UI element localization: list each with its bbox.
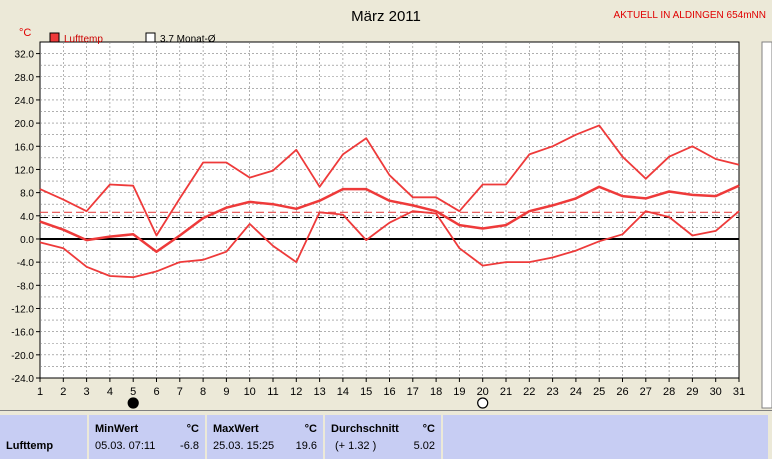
avg-unit: °C (422, 423, 435, 435)
stats-empty-cell (443, 415, 768, 459)
x-tick-label: 13 (313, 386, 325, 398)
x-tick-label: 28 (663, 386, 675, 398)
stats-label-cell: Lufttemp (0, 415, 87, 459)
x-tick-label: 30 (710, 386, 722, 398)
x-tick-label: 4 (107, 386, 113, 398)
avg-header: Durchschnitt (331, 423, 399, 435)
chart-title: März 2011 (351, 8, 421, 25)
min-header: MinWert (95, 423, 139, 435)
y-tick-label: 24.0 (15, 96, 35, 107)
x-tick-label: 20 (477, 386, 489, 398)
stats-panel: Lufttemp MinWert °C 05.03. 07:11 -6.8 Ma… (0, 410, 772, 459)
chart-svg: 32.0 28.0 24.0 20.0 16.0 12.0 8.0 4.0 0.0 -4.0 -8.… (11, 8, 772, 409)
y-tick-label: -8.0 (17, 281, 35, 292)
series-line-mean (39, 184, 740, 253)
x-tick-label: 27 (640, 386, 652, 398)
min-time: 05.03. 07:11 (95, 440, 156, 452)
full-moon-icon (477, 397, 489, 409)
min-unit: °C (186, 423, 199, 435)
legend-swatch-mean (145, 32, 156, 43)
x-tick-label: 7 (177, 386, 183, 398)
new-moon-icon (127, 397, 139, 409)
y-tick-label: -12.0 (11, 304, 34, 315)
x-tick-label: 5 (130, 386, 136, 398)
x-tick-label: 9 (223, 386, 229, 398)
y-tick-label: -4.0 (17, 258, 35, 269)
x-tick-label: 1 (37, 386, 43, 398)
legend-label-mean: 3.7 Monat-Ø (160, 34, 216, 45)
x-tick-label: 2 (60, 386, 66, 398)
x-tick-label: 25 (593, 386, 605, 398)
series-line-max (39, 124, 740, 237)
x-tick-label: 21 (500, 386, 512, 398)
y-axis-unit: °C (19, 27, 31, 39)
min-value: -6.8 (180, 440, 199, 452)
x-tick-label: 22 (523, 386, 535, 398)
y-tick-label: 32.0 (15, 50, 35, 61)
legend-swatch-lufttemp (49, 32, 60, 43)
x-tick-label: 10 (244, 386, 256, 398)
y-tick-label: -16.0 (11, 328, 34, 339)
y-tick-label: 16.0 (15, 142, 35, 153)
x-tick-label: 29 (686, 386, 698, 398)
x-tick-label: 6 (153, 386, 159, 398)
avg-value: 5.02 (413, 440, 435, 452)
x-tick-label: 26 (616, 386, 628, 398)
y-tick-label: 4.0 (20, 212, 34, 223)
x-tick-label: 15 (360, 386, 372, 398)
stats-avg-cell: Durchschnitt °C (+ 1.32 ) 5.02 (325, 415, 441, 459)
x-tick-label: 18 (430, 386, 442, 398)
x-tick-label: 3 (84, 386, 90, 398)
x-tick-label: 24 (570, 386, 582, 398)
x-tick-label: 12 (290, 386, 302, 398)
y-tick-label: -20.0 (11, 351, 34, 362)
x-tick-label: 11 (267, 386, 278, 398)
x-tick-label: 14 (337, 386, 349, 398)
y-tick-label: 0.0 (20, 235, 34, 246)
x-tick-label: 16 (383, 386, 395, 398)
right-side-panel (761, 41, 772, 409)
temperature-chart: 32.0 28.0 24.0 20.0 16.0 12.0 8.0 4.0 0.0 -4.0 -8.… (11, 8, 772, 409)
x-tick-label: 31 (733, 386, 745, 398)
x-tick-label: 19 (453, 386, 465, 398)
x-tick-label: 8 (200, 386, 206, 398)
stats-max-cell: MaxWert °C 25.03. 15:25 19.6 (207, 415, 323, 459)
chart-subtitle: AKTUELL IN ALDINGEN 654mNN (614, 10, 766, 21)
legend-label-lufttemp: Lufttemp (64, 34, 103, 45)
series-line-min (39, 210, 740, 279)
max-value: 19.6 (295, 440, 317, 452)
y-tick-label: -24.0 (11, 374, 34, 385)
y-tick-label: 20.0 (15, 119, 35, 130)
avg-delta: (+ 1.32 ) (335, 440, 377, 452)
x-tick-label: 23 (546, 386, 558, 398)
stats-row-label: Lufttemp (6, 440, 54, 452)
max-time: 25.03. 15:25 (213, 440, 275, 452)
x-tick-label: 17 (407, 386, 419, 398)
y-tick-label: 28.0 (15, 73, 35, 84)
y-tick-label: 8.0 (20, 189, 34, 200)
y-tick-label: 12.0 (15, 165, 35, 176)
max-header: MaxWert (213, 423, 259, 435)
stats-min-cell: MinWert °C 05.03. 07:11 -6.8 (89, 415, 205, 459)
max-unit: °C (304, 423, 317, 435)
